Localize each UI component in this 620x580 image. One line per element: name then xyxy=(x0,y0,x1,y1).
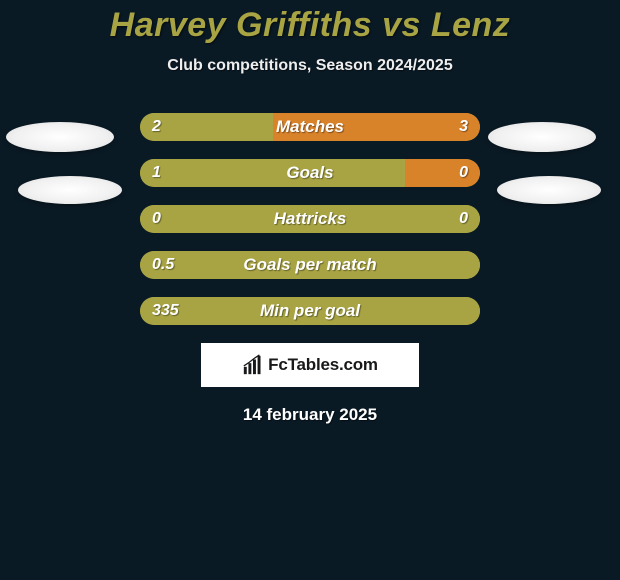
chart-icon xyxy=(242,354,264,376)
page-title: Harvey Griffiths vs Lenz xyxy=(110,6,511,44)
bar-label: Hattricks xyxy=(140,205,480,233)
bar-label: Min per goal xyxy=(140,297,480,325)
avatar-placeholder xyxy=(488,122,596,152)
bar-value-left: 1 xyxy=(152,159,161,187)
subtitle-wrap: Club competitions, Season 2024/2025 xyxy=(0,57,620,75)
bar-value-left: 335 xyxy=(152,297,179,325)
bar-label: Matches xyxy=(140,113,480,141)
date-text: 14 february 2025 xyxy=(243,405,377,424)
bar-value-left: 2 xyxy=(152,113,161,141)
title-wrap: Harvey Griffiths vs Lenz xyxy=(0,0,620,45)
avatar-placeholder xyxy=(18,176,122,204)
bar-value-left: 0.5 xyxy=(152,251,174,279)
subtitle: Club competitions, Season 2024/2025 xyxy=(167,57,452,74)
stat-bar: Goals per match0.5 xyxy=(140,251,480,279)
stat-bar: Matches2 3 xyxy=(140,113,480,141)
bar-value-left: 0 xyxy=(152,205,161,233)
comparison-bars: Matches23Goals10Hattricks00Goals per mat… xyxy=(140,113,480,325)
stat-bar: Min per goal335 xyxy=(140,297,480,325)
stat-bar: Goals1 0 xyxy=(140,159,480,187)
date-wrap: 14 february 2025 xyxy=(0,405,620,425)
brand-box: FcTables.com xyxy=(201,343,419,387)
avatar-placeholder xyxy=(6,122,114,152)
brand-text: FcTables.com xyxy=(268,355,378,375)
bar-label: Goals xyxy=(140,159,480,187)
bar-value-right: 0 xyxy=(459,205,468,233)
avatar-placeholder xyxy=(497,176,601,204)
stat-bar: Hattricks0 0 xyxy=(140,205,480,233)
bar-value-right: 0 xyxy=(459,159,468,187)
bar-value-right: 3 xyxy=(459,113,468,141)
bar-label: Goals per match xyxy=(140,251,480,279)
